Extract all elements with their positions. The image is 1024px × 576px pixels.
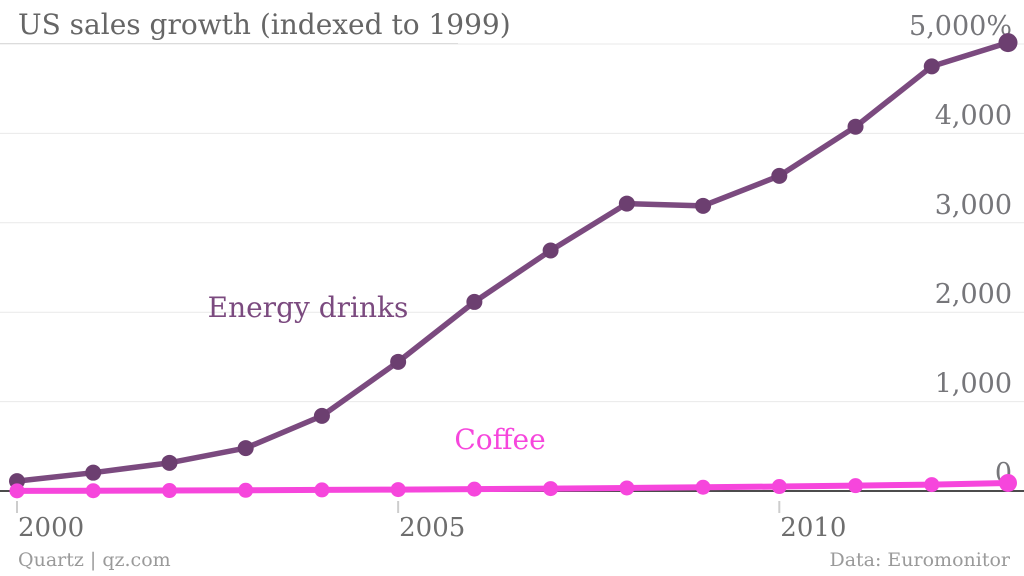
x-axis: 2000 2005 2010 [16, 501, 846, 543]
chart-title: US sales growth (indexed to 1999) [18, 8, 511, 41]
series-point-coffee-2007 [543, 481, 559, 497]
series-point-energy-drinks-2006 [466, 293, 483, 310]
series-label-energy-drinks: Energy drinks [208, 291, 409, 324]
series-point-energy-drinks-2007 [542, 242, 559, 259]
series-point-energy-drinks-2010 [771, 167, 788, 184]
series-point-coffee-2006 [466, 481, 482, 497]
series-point-coffee-2008 [619, 480, 635, 496]
series-point-coffee-2004 [314, 482, 330, 498]
source-attribution-quartz: Quartz | qz.com [18, 549, 171, 571]
series-point-energy-drinks-2008 [618, 195, 635, 212]
series-label-coffee: Coffee [454, 423, 545, 456]
series-point-energy-drinks-2001 [85, 464, 102, 481]
y-tick-label-3-000: 3,000 [935, 190, 1012, 221]
x-tick-label-2005: 2005 [399, 513, 465, 543]
series-line-energy-drinks [14, 39, 1011, 484]
series-point-energy-drinks-2004 [313, 407, 330, 424]
series-point-coffee-2011 [848, 478, 864, 494]
series-point-energy-drinks-2005 [390, 353, 407, 370]
series-point-coffee-2012 [924, 477, 940, 493]
series-point-coffee-2009 [695, 479, 711, 495]
series-point-energy-drinks-2012 [923, 58, 940, 75]
series-point-energy-drinks-2013 [998, 33, 1018, 53]
y-tick-label-5-000: 5,000% [909, 11, 1012, 42]
y-tick-label-1-000: 1,000 [935, 369, 1012, 400]
source-attribution-data: Data: Euromonitor [829, 549, 1010, 571]
series-point-coffee-2005 [390, 482, 406, 498]
series-point-energy-drinks-2011 [847, 118, 864, 135]
series-point-coffee-2002 [161, 483, 177, 499]
series-point-energy-drinks-2002 [161, 454, 178, 471]
series-layer [9, 33, 1018, 499]
y-tick-label-2-000: 2,000 [935, 279, 1012, 310]
x-tick-label-2010: 2010 [780, 513, 846, 543]
series-point-coffee-2013 [999, 473, 1017, 492]
series-point-coffee-2010 [771, 479, 787, 495]
y-tick-label-4-000: 4,000 [935, 100, 1012, 131]
series-point-energy-drinks-2009 [695, 197, 712, 214]
series-line-coffee [14, 479, 1011, 494]
series-point-coffee-2000 [9, 483, 25, 499]
x-tick-label-2000: 2000 [18, 513, 84, 543]
series-point-energy-drinks-2003 [237, 440, 254, 457]
series-point-coffee-2001 [85, 483, 101, 499]
series-point-coffee-2003 [238, 482, 254, 498]
